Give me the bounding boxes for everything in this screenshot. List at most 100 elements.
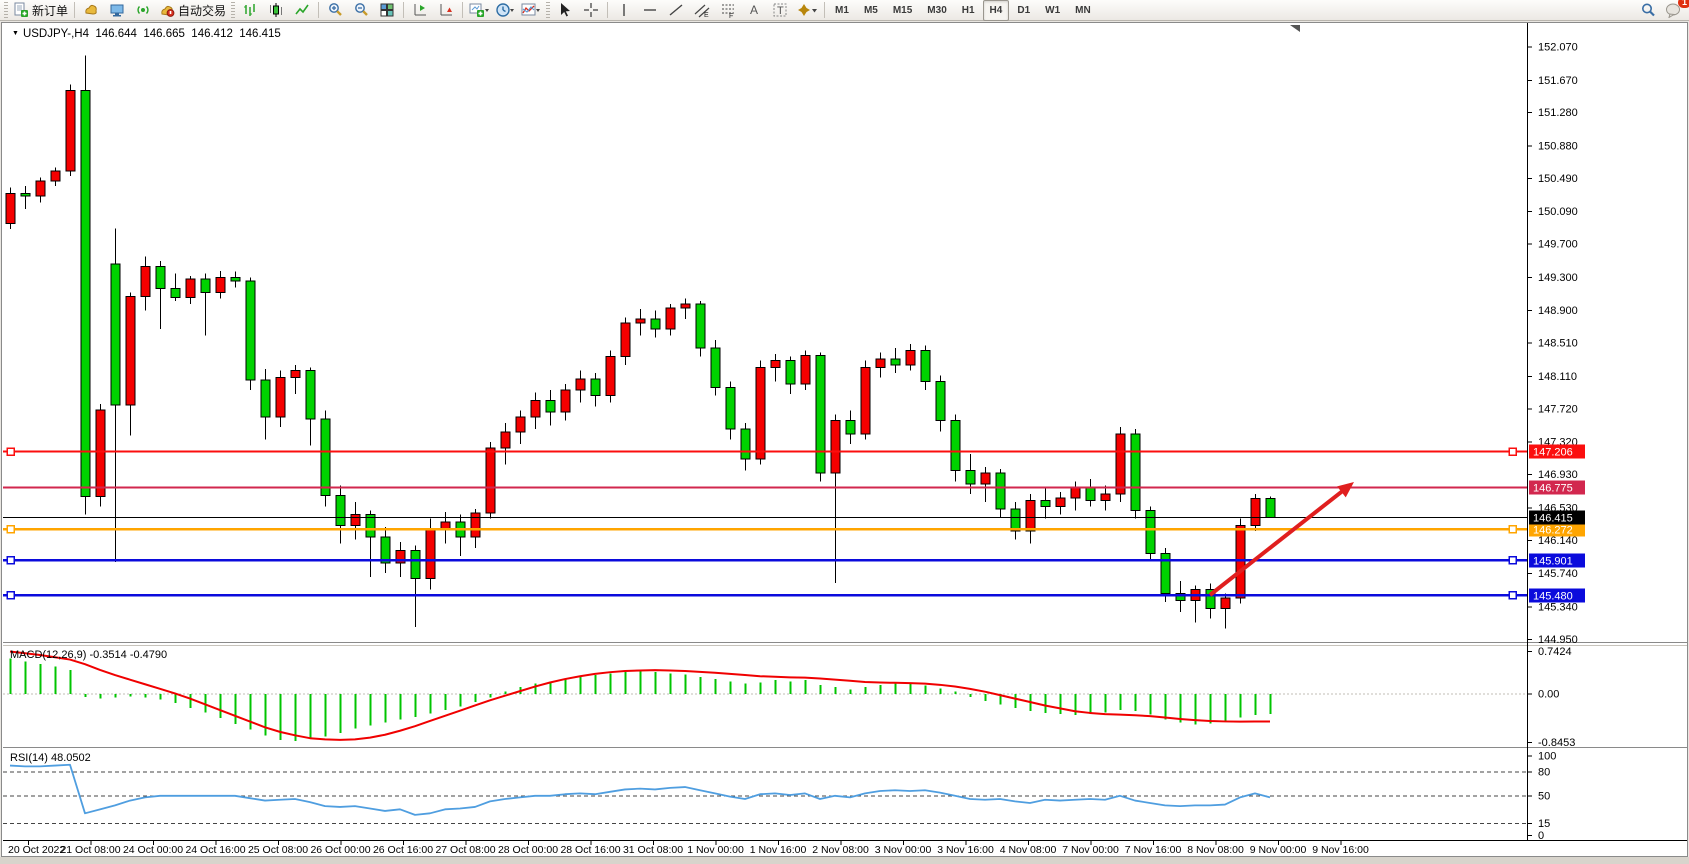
terminal-icon (109, 2, 125, 18)
search-button[interactable] (1635, 0, 1661, 21)
candle-body (170, 287, 181, 298)
candle-body (1040, 499, 1051, 507)
date-label: 26 Oct 16:00 (373, 844, 433, 856)
vertical-line-button[interactable] (611, 0, 637, 21)
timeframe-m5-button[interactable]: M5 (863, 4, 878, 16)
tile-windows-button[interactable] (374, 0, 400, 21)
price-tick-label: 149.300 (1538, 272, 1578, 284)
text-label-button[interactable]: T (767, 0, 793, 21)
candle-body (1100, 493, 1111, 501)
profiles-clock-button[interactable] (492, 0, 518, 21)
equidistant-channel-button[interactable]: E (689, 0, 715, 21)
hline-handle[interactable] (6, 556, 15, 565)
chart-shift-icon (412, 2, 428, 18)
charts-window-button[interactable] (78, 0, 104, 21)
trend-arrow-head[interactable] (1337, 482, 1354, 498)
timeframe-group: M1 M5 M15 M30 H1 H4 D1 W1 MN (828, 0, 1098, 21)
price-tag-label: 146.415 (1533, 512, 1573, 524)
price-tick-label: 150.490 (1538, 173, 1578, 185)
hline-handle[interactable] (6, 447, 15, 456)
timeframe-h1-button[interactable]: H1 (961, 4, 975, 16)
timeframe-m30-button[interactable]: M30 (927, 4, 947, 16)
trend-arrow-line[interactable] (1208, 487, 1346, 597)
svg-text:F: F (729, 13, 733, 18)
window-menu-icon[interactable]: ▼ (12, 30, 19, 37)
arrow-shapes-button[interactable] (793, 0, 821, 21)
new-chart-button[interactable] (466, 0, 492, 21)
date-label: 2 Nov 08:00 (812, 844, 869, 856)
rsi-tick-label: 15 (1538, 818, 1550, 830)
zoom-out-button[interactable] (348, 0, 374, 21)
autotrade-button[interactable]: 自动交易 (156, 0, 229, 21)
chart-title[interactable]: ▼ USDJPY-,H4 146.644 146.665 146.412 146.… (12, 28, 281, 40)
profiles-clock-icon (495, 2, 515, 18)
macd-tick-label: -0.8453 (1538, 737, 1575, 749)
candle-body (380, 536, 391, 564)
candle-body (530, 400, 541, 418)
zoom-in-button[interactable] (322, 0, 348, 21)
line-chart-mode-button[interactable] (289, 0, 315, 21)
timeframe-h4-button[interactable]: H4 (982, 0, 1010, 21)
hline-handle[interactable] (6, 525, 15, 534)
horizontal-line-icon (642, 2, 658, 18)
timeframe-mn-button[interactable]: MN (1075, 4, 1091, 16)
candle-body (335, 494, 346, 526)
separator (607, 2, 609, 18)
candle-body (695, 303, 706, 349)
crosshair-button[interactable] (578, 0, 604, 21)
terminal-button[interactable] (104, 0, 130, 21)
window-bottom-edge (0, 857, 1689, 864)
svg-text:A: A (750, 3, 758, 17)
candle-body (1265, 497, 1276, 518)
bar-chart-mode-button[interactable] (237, 0, 263, 21)
cursor-button[interactable] (552, 0, 578, 21)
candle-body (860, 366, 871, 435)
date-label: 28 Oct 16:00 (560, 844, 620, 856)
hline-handle[interactable] (6, 591, 15, 600)
candle-body (320, 418, 331, 496)
date-label: 31 Oct 08:00 (623, 844, 683, 856)
indicators-button[interactable] (518, 0, 544, 21)
candle-body (875, 358, 886, 368)
new-order-button[interactable]: 新订单 (10, 0, 71, 21)
candle-body (740, 428, 751, 460)
hline-handle[interactable] (1508, 556, 1517, 565)
equidistant-channel-icon: E (694, 2, 710, 18)
hline-handle[interactable] (1508, 525, 1517, 534)
text-button[interactable]: A (741, 0, 767, 21)
candle-body (1085, 486, 1096, 501)
date-label: 4 Nov 08:00 (1000, 844, 1057, 856)
toolbar-grip[interactable] (4, 2, 8, 18)
cursor-icon (557, 2, 573, 18)
trendline-button[interactable] (663, 0, 689, 21)
hline-handle[interactable] (1508, 447, 1517, 456)
chat-button[interactable]: 1 (1661, 0, 1689, 21)
timeframe-m1-button[interactable]: M1 (835, 4, 849, 16)
timeframe-m15-button[interactable]: M15 (892, 4, 913, 16)
price-tick-label: 149.700 (1538, 239, 1578, 251)
date-label: 20 Oct 2022 (8, 844, 65, 856)
price-chart-canvas[interactable]: 152.070151.670151.280150.880150.490150.0… (2, 23, 1687, 856)
toolbar-grip[interactable] (231, 2, 236, 18)
candle-body (665, 307, 676, 330)
chart-shift-marker-icon[interactable] (1290, 25, 1300, 32)
candle-body (80, 89, 91, 497)
chart-shift-button[interactable] (407, 0, 433, 21)
signals-icon (135, 2, 151, 18)
timeframe-d1-button[interactable]: D1 (1017, 4, 1031, 16)
signals-button[interactable] (130, 0, 156, 21)
candle-body (305, 370, 316, 420)
candle-body (755, 366, 766, 460)
price-tick-label: 146.140 (1538, 535, 1578, 547)
date-label: 8 Nov 08:00 (1187, 844, 1244, 856)
candle-chart-mode-button[interactable] (263, 0, 289, 21)
price-tag (1529, 588, 1585, 603)
hline-handle[interactable] (1508, 591, 1517, 600)
fibonacci-button[interactable]: F (715, 0, 741, 21)
line-chart-icon (294, 2, 310, 18)
candle-body (620, 322, 631, 358)
auto-scroll-button[interactable] (433, 0, 459, 21)
timeframe-w1-button[interactable]: W1 (1045, 4, 1061, 16)
toolbar-grip[interactable] (546, 2, 551, 18)
horizontal-line-button[interactable] (637, 0, 663, 21)
